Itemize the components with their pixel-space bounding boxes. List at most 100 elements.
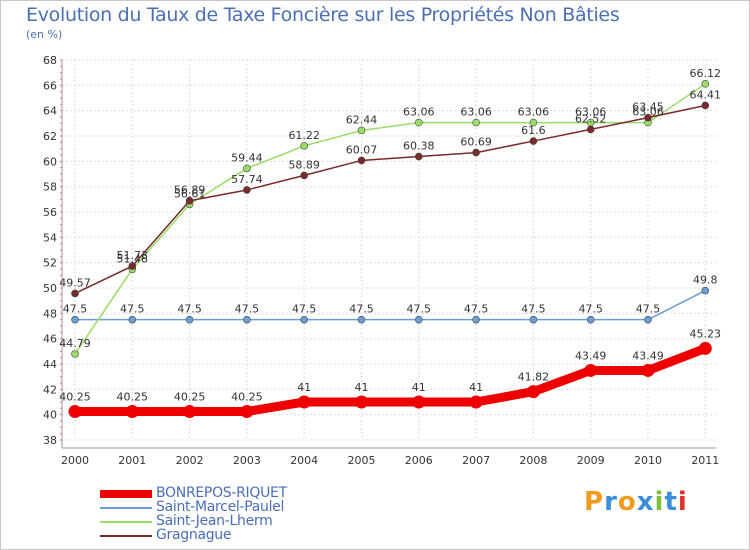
data-label: 47.5 [349,303,374,316]
data-point [641,363,655,377]
legend-label-gragnague: Gragnague [156,527,232,543]
logo-letter: P [584,487,605,517]
plot-area [62,60,716,440]
data-point [586,125,595,134]
data-label: 40.25 [231,391,263,404]
data-point [68,405,82,418]
data-label: 63.06 [403,106,435,119]
y-tick-label: 54 [43,231,57,244]
x-tick-label: 2009 [577,454,605,467]
data-point [128,315,137,324]
data-label: 51.48 [117,252,149,265]
data-point [414,315,423,324]
data-label: 63.06 [575,106,607,119]
unit-label: (en %) [26,28,63,41]
series-line-3 [74,104,707,295]
series-line-1 [74,289,707,321]
legend-label-bonrepos: BONREPOS-RIQUET [156,485,287,501]
y-tick-label: 38 [43,434,57,447]
legend-label-saint-marcel: Saint-Marcel-Paulel [156,499,285,515]
logo-letter: x [636,487,655,517]
data-label: 49.8 [693,274,718,287]
data-point [526,385,540,399]
data-point [71,289,79,298]
data-point [469,395,483,409]
data-label: 41 [412,381,426,394]
legend-swatch-bonrepos [100,490,152,498]
data-point [71,315,79,324]
data-label: 47.5 [464,303,489,316]
data-label: 60.38 [403,140,435,153]
data-point [529,118,538,127]
data-point [297,395,311,409]
data-label: 47.5 [120,303,145,316]
data-point [300,315,309,324]
data-label: 63.06 [460,106,492,119]
data-label: 47.5 [521,303,546,316]
data-label: 40.25 [117,391,149,404]
data-point [644,315,652,324]
y-tick-label: 66 [43,79,57,92]
data-label: 62.52 [575,112,607,125]
y-tick-label: 48 [43,307,57,320]
data-label: 51.73 [117,249,149,262]
y-tick-label: 40 [43,409,57,422]
data-label: 58.89 [288,158,320,171]
x-tick-label: 2006 [405,454,433,467]
logo-letter: t [664,487,678,517]
series-line-2 [74,83,707,355]
data-point [71,350,79,358]
y-tick-label: 44 [43,358,57,371]
data-point [300,171,309,180]
data-label: 47.5 [636,303,661,316]
data-point [701,101,710,110]
data-label: 40.25 [174,391,206,404]
legend-swatch-saint-jean [100,521,152,523]
logo-letter: o [617,487,637,517]
x-tick-label: 2000 [61,454,89,467]
y-tick-label: 68 [43,54,57,67]
data-label: 57.74 [231,173,263,186]
data-label: 41.82 [518,371,550,384]
data-label: 47.5 [407,303,432,316]
data-label: 62.44 [346,113,378,126]
data-point [243,186,251,194]
data-label: 47.5 [235,303,260,316]
data-point [243,164,251,173]
data-point [529,137,538,145]
data-point [414,118,423,127]
x-tick-label: 2002 [176,454,204,467]
data-point [701,80,710,88]
logo-letter: i [677,487,688,517]
data-label: 43.49 [632,349,664,362]
y-tick-label: 58 [43,181,57,194]
logo-letter: i [654,487,665,517]
y-tick-label: 56 [43,206,57,219]
y-tick-label: 42 [43,383,57,396]
data-label: 56.61 [174,187,206,200]
data-label: 60.69 [460,136,492,149]
data-label: 47.5 [177,303,202,316]
data-label: 41 [469,381,483,394]
y-tick-label: 52 [43,257,57,270]
x-tick-label: 2003 [233,454,261,467]
data-label: 56.89 [174,184,206,197]
data-point [701,286,710,295]
data-label: 64.41 [690,88,722,101]
data-point [128,262,137,270]
data-label: 66.12 [690,67,722,80]
data-label: 41 [297,381,311,394]
data-label: 61.22 [288,129,320,142]
data-label: 44.79 [59,337,91,350]
data-point [240,405,254,418]
data-label: 49.57 [59,276,91,289]
data-point [529,315,538,324]
proxiti-logo: Proxiti [584,487,688,517]
data-label: 43.49 [575,349,607,362]
data-point [644,113,652,122]
data-label: 40.25 [59,391,91,404]
data-label: 59.44 [231,151,263,164]
y-tick-label: 62 [43,130,57,143]
data-label: 63.45 [632,101,664,114]
